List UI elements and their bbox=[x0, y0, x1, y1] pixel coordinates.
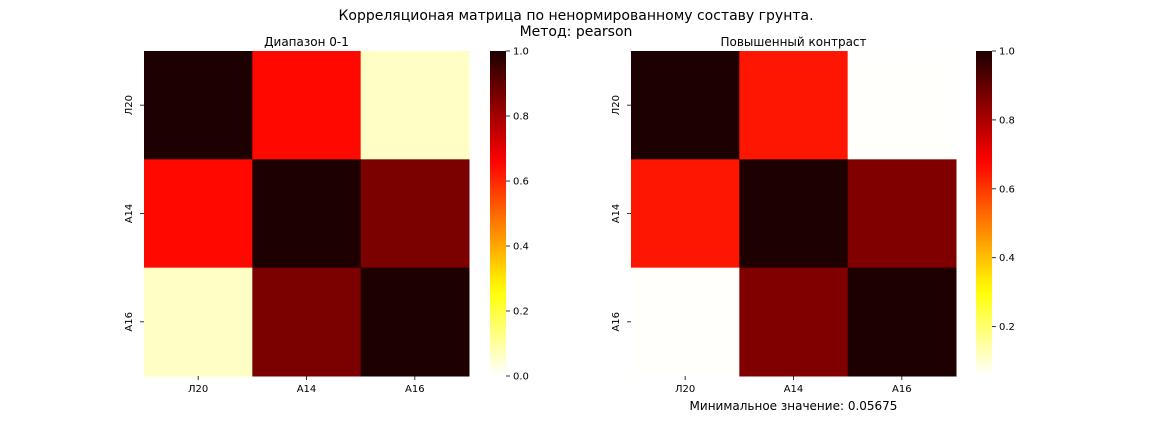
heatmap-panel-1: Диапазон 0-1 Л20 А14 А16 Л20 А14 А16 0.0 0.2 0.4 0… bbox=[124, 35, 529, 395]
heatmap-cell bbox=[631, 267, 740, 377]
colorbar-tick-label: 0.8 bbox=[999, 115, 1015, 126]
colorbar-tick-label: 0.6 bbox=[513, 177, 529, 188]
colorbar-tick-label: 0.2 bbox=[513, 307, 529, 318]
figure-title-line-2: Метод: pearson bbox=[519, 24, 633, 40]
heatmap-cell bbox=[847, 267, 957, 377]
heatmap-cell bbox=[631, 159, 740, 269]
heatmap-cell bbox=[252, 51, 362, 160]
heatmap-cell bbox=[847, 159, 957, 269]
colorbar-tick-label: 1.0 bbox=[999, 47, 1015, 58]
heatmap-cell bbox=[360, 159, 470, 269]
panel-title: Повышенный контраст bbox=[720, 35, 866, 49]
colorbar-tick-label: 0.8 bbox=[513, 112, 529, 123]
colorbar bbox=[976, 51, 992, 376]
colorbar-tick-label: 0.4 bbox=[999, 253, 1015, 264]
x-tick-label: А16 bbox=[892, 384, 912, 395]
y-tick-label: Л20 bbox=[611, 95, 622, 115]
heatmap-cell bbox=[252, 159, 362, 269]
heatmap-cell bbox=[252, 267, 362, 377]
heatmap-cell bbox=[847, 51, 957, 160]
colorbar-tick-label: 0.6 bbox=[999, 184, 1015, 195]
heatmap-cell bbox=[739, 267, 849, 377]
x-tick-label: А16 bbox=[405, 384, 425, 395]
y-tick-label: Л20 bbox=[124, 95, 135, 115]
heatmap-cell bbox=[631, 51, 740, 160]
colorbar-tick-label: 1.0 bbox=[513, 47, 529, 58]
figure-title-line-1: Корреляционая матрица по ненормированном… bbox=[338, 8, 814, 24]
y-tick-label: А14 bbox=[124, 204, 135, 224]
x-tick-label: Л20 bbox=[188, 384, 208, 395]
heatmap-cell bbox=[360, 51, 470, 160]
panel-title: Диапазон 0-1 bbox=[264, 35, 349, 49]
heatmap-cell bbox=[739, 159, 849, 269]
min-value-annotation: Минимальное значение: 0.05675 bbox=[690, 399, 898, 413]
y-tick-label: А16 bbox=[124, 312, 135, 332]
y-tick-label: А14 bbox=[611, 204, 622, 224]
colorbar-tick-label: 0.4 bbox=[513, 242, 529, 253]
y-tick-label: А16 bbox=[611, 312, 622, 332]
heatmap-panel-2: Повышенный контраст Л20 А14 А16 Л20 А14 А16 0.2… bbox=[611, 35, 1015, 413]
heatmap-cell bbox=[144, 51, 253, 160]
x-tick-label: А14 bbox=[784, 384, 804, 395]
colorbar-tick-label: 0.0 bbox=[513, 372, 529, 383]
heatmap-cell bbox=[144, 159, 253, 269]
colorbar-tick-label: 0.2 bbox=[999, 322, 1015, 333]
heatmap-cell bbox=[360, 267, 470, 377]
x-tick-label: А14 bbox=[297, 384, 317, 395]
heatmap-cell bbox=[739, 51, 849, 160]
x-tick-label: Л20 bbox=[675, 384, 695, 395]
heatmap-cell bbox=[144, 267, 253, 377]
colorbar bbox=[490, 51, 506, 376]
